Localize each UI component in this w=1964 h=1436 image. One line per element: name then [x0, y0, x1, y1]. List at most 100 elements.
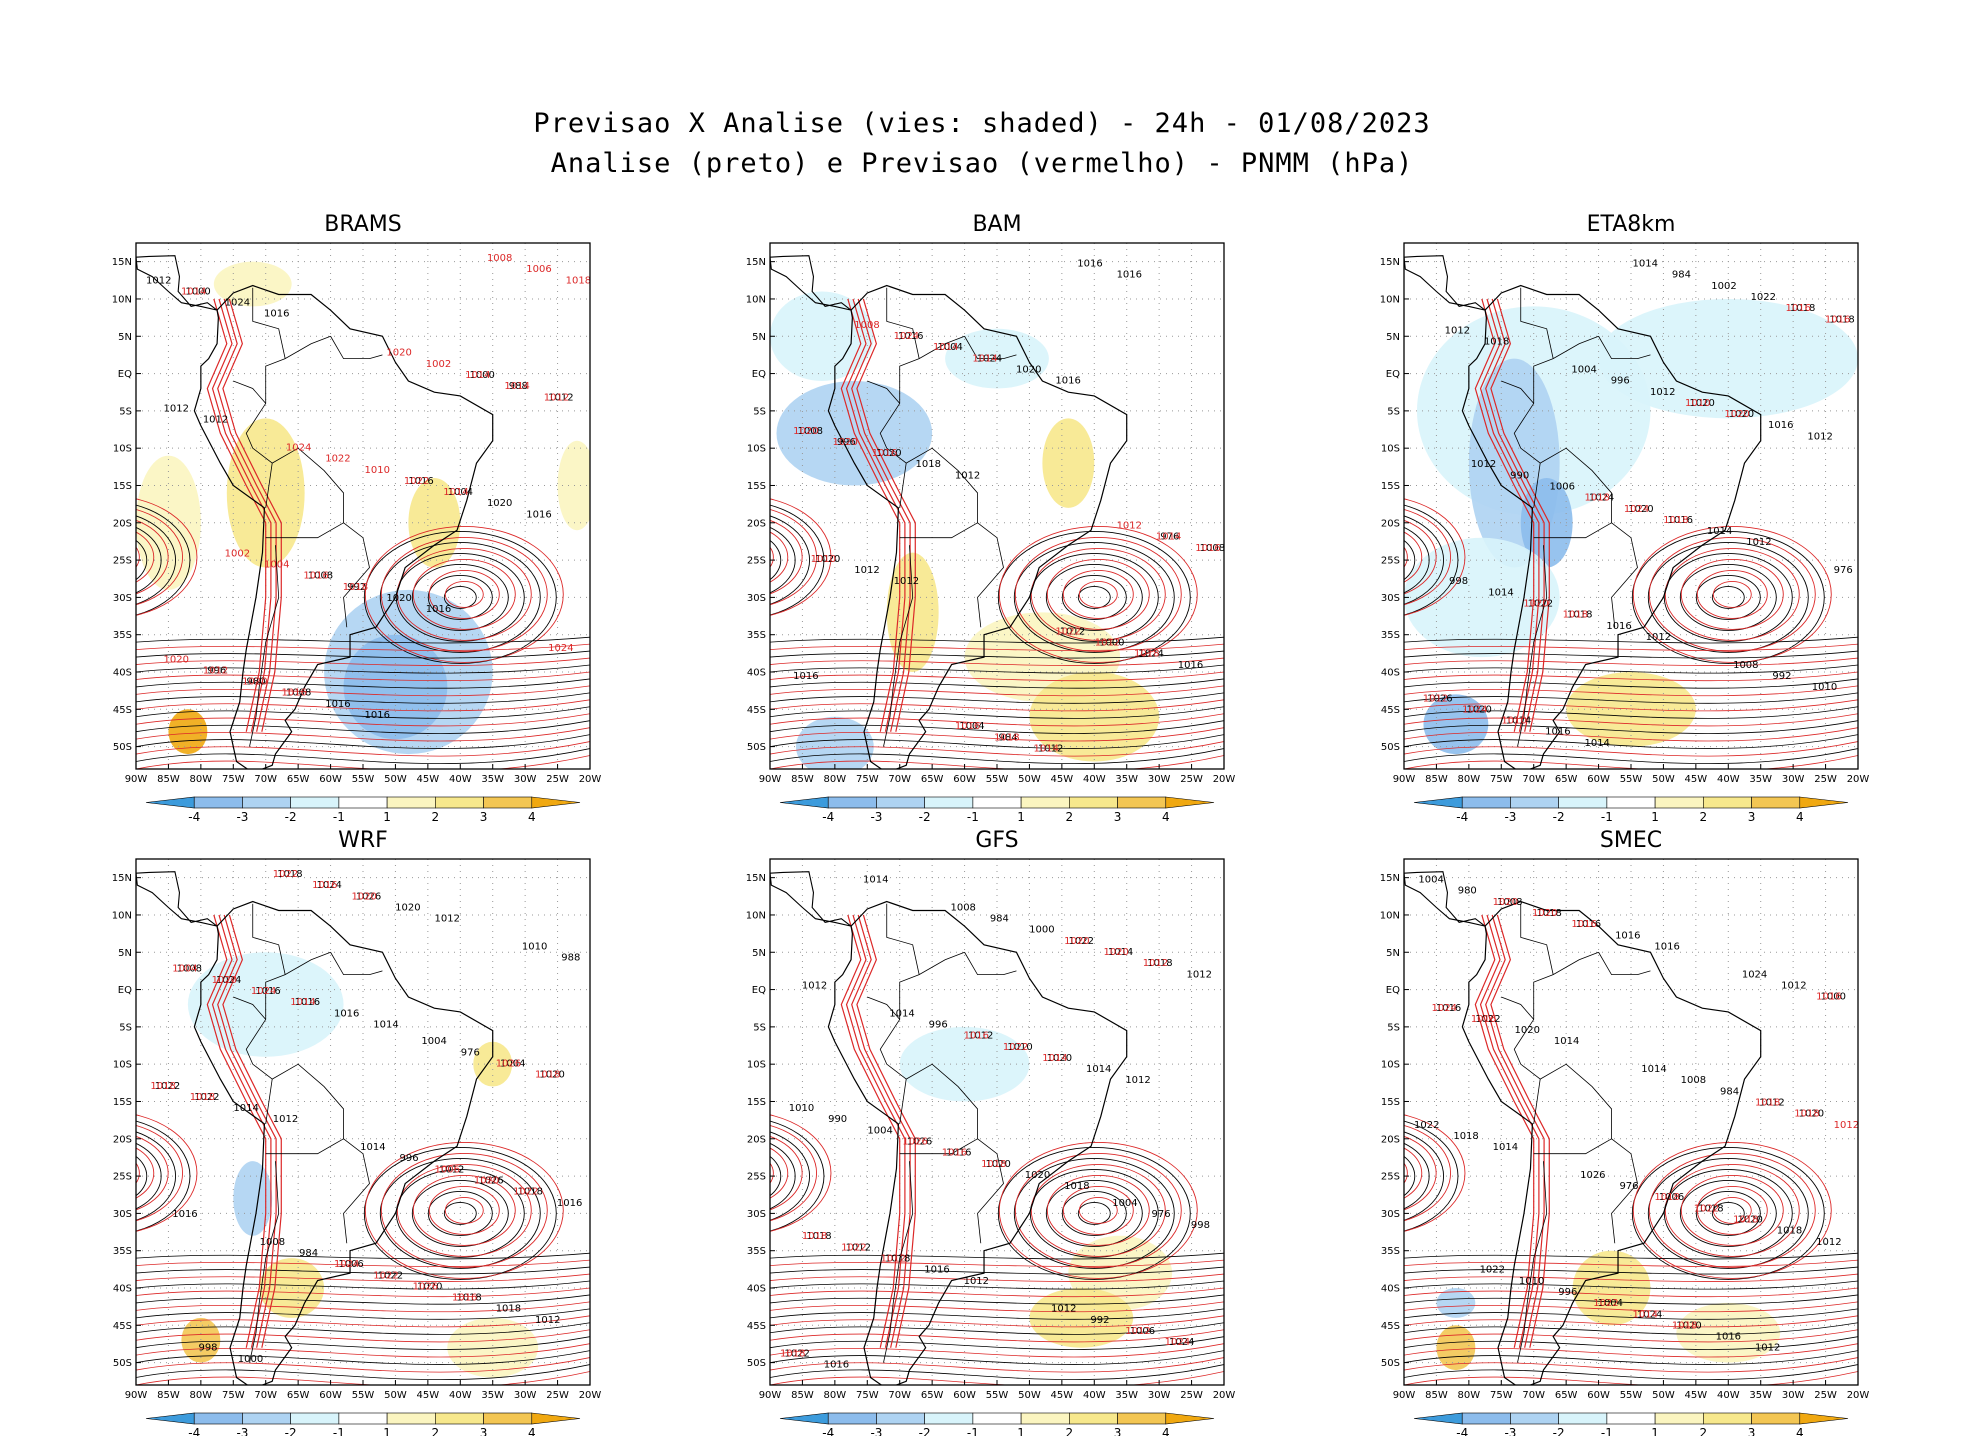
panel-smec: SMEC 1012 1014 1016 1012 1014 1016 1018 1016 1018… — [1380, 828, 1870, 1436]
analysis-contour-label: 1024 — [1589, 493, 1614, 504]
forecast-isobar — [1404, 1357, 1858, 1373]
analysis-contour-label: 1018 — [1064, 1181, 1089, 1192]
forecast-isobar — [1404, 657, 1858, 666]
country-border — [252, 903, 286, 975]
forecast-contour-label: 1020 — [242, 677, 267, 688]
analysis-isobar — [1404, 748, 1858, 764]
forecast-isobar — [1404, 1301, 1858, 1313]
forecast-isobar — [1404, 1273, 1858, 1282]
forecast-contour-label: 1020 — [474, 1176, 499, 1187]
country-border — [265, 1138, 344, 1155]
analysis-contour-label: 1012 — [548, 392, 573, 403]
forecast-contour-label: 1018 — [1755, 1097, 1780, 1108]
analysis-contour-label: 1000 — [238, 1354, 263, 1365]
forecast-isobar — [770, 699, 1224, 712]
forecast-contour-label: 1012 — [1423, 693, 1448, 704]
analysis-contour-label: 1016 — [924, 1265, 949, 1276]
lon-tick-label: 90W — [759, 774, 782, 785]
analysis-isobar — [1404, 720, 1858, 734]
analysis-isobar — [1029, 1168, 1159, 1258]
colorbar-segment — [1751, 796, 1801, 809]
analysis-contour-label: 1016 — [1055, 376, 1080, 387]
analysis-isobar — [1404, 1350, 1858, 1365]
analysis-contour-label: 1016 — [365, 710, 390, 721]
analysis-isobar — [770, 1322, 1224, 1335]
analysis-contour-label: 1012 — [163, 403, 188, 414]
forecast-isobar — [136, 657, 590, 666]
forecast-contour-label: 1018 — [566, 275, 591, 286]
forecast-contour-label: 1014 — [504, 381, 529, 392]
forecast-contour-label: 1014 — [1156, 532, 1181, 543]
analysis-isobar — [136, 526, 162, 594]
lon-tick-label: 80W — [190, 1390, 213, 1401]
forecast-isobar — [136, 1315, 590, 1328]
coastline — [1404, 255, 1486, 311]
analysis-contour-label: 1012 — [802, 980, 827, 991]
lat-tick-label: 10N — [1380, 910, 1400, 921]
forecast-contour-label: 1012 — [1117, 521, 1142, 532]
colorbar-segment — [242, 796, 291, 809]
country-border — [330, 952, 383, 976]
analysis-isobar — [1061, 1190, 1127, 1236]
lon-tick-label: 55W — [1620, 1390, 1643, 1401]
lon-tick-label: 80W — [1458, 1390, 1481, 1401]
analysis-contour-label: 1012 — [964, 1276, 989, 1287]
analysis-contour-label: 1000 — [1099, 638, 1124, 649]
colorbar-label: -4 — [188, 1426, 200, 1436]
analysis-contour-label: 1002 — [1711, 281, 1736, 292]
analysis-contour-label: 1014 — [373, 1019, 398, 1030]
forecast-contour-label: 1014 — [972, 353, 997, 364]
country-border — [964, 336, 1017, 360]
analysis-contour-label: 980 — [247, 677, 266, 688]
forecast-isobar — [136, 727, 590, 742]
analysis-isobar — [770, 706, 1224, 719]
analysis-contour-label: 1018 — [1147, 958, 1172, 969]
forecast-isobar — [1030, 547, 1166, 641]
analysis-contour-label: 976 — [1834, 565, 1853, 576]
analysis-isobar — [1404, 1155, 1416, 1197]
forecast-isobar — [1404, 1259, 1858, 1267]
forecast-isobar — [136, 1114, 198, 1232]
forecast-isobar — [770, 727, 1224, 742]
analysis-contour-label: 1018 — [1790, 303, 1815, 314]
forecast-contour-label: 1012 — [881, 1254, 906, 1265]
analysis-isobar — [1404, 636, 1858, 644]
analysis-contour-label: 1012 — [1445, 325, 1470, 336]
country-border — [964, 952, 1017, 976]
analysis-isobar — [1404, 1364, 1858, 1380]
forecast-contour-label: 1016 — [303, 571, 328, 582]
lon-tick-label: 60W — [1587, 774, 1610, 785]
lon-tick-label: 35W — [481, 774, 504, 785]
forecast-contour-label: 1002 — [225, 548, 250, 559]
analysis-isobar — [770, 664, 1224, 674]
analysis-contour-label: 984 — [999, 732, 1018, 743]
bias-region — [1029, 1288, 1134, 1348]
lon-tick-label: 90W — [759, 1390, 782, 1401]
forecast-contour-label: 1018 — [1794, 1109, 1819, 1120]
coastline — [1404, 871, 1486, 927]
analysis-isobar — [136, 1322, 590, 1335]
forecast-contour-label: 1024 — [1165, 1337, 1190, 1348]
forecast-contour-label: 1020 — [1064, 936, 1089, 947]
forecast-isobar — [1404, 1287, 1858, 1298]
colorbar-label: 2 — [1066, 1426, 1074, 1436]
country-border — [1517, 545, 1548, 747]
forecast-contour-label: 1002 — [426, 359, 451, 370]
forecast-isobar — [998, 525, 1198, 663]
forecast-contour-label: 1012 — [1834, 1120, 1859, 1131]
lat-tick-label: 50S — [1381, 1358, 1400, 1369]
lat-tick-label: 30S — [747, 1209, 766, 1220]
forecast-isobar — [851, 298, 911, 732]
analysis-isobar — [1404, 1266, 1858, 1275]
analysis-contour-label: 1020 — [1729, 409, 1754, 420]
forecast-contour-label: 1018 — [1563, 610, 1588, 621]
analysis-contour-label: 1020 — [395, 902, 420, 913]
forecast-isobar — [1404, 741, 1858, 757]
analysis-contour-label: 1020 — [1515, 1025, 1540, 1036]
forecast-isobar — [1680, 1174, 1784, 1246]
lat-tick-label: 15N — [112, 873, 132, 884]
lat-tick-label: 40S — [1381, 668, 1400, 679]
analysis-contour-label: 1016 — [1436, 1003, 1461, 1014]
analysis-contour-label: 1006 — [1130, 1326, 1155, 1337]
